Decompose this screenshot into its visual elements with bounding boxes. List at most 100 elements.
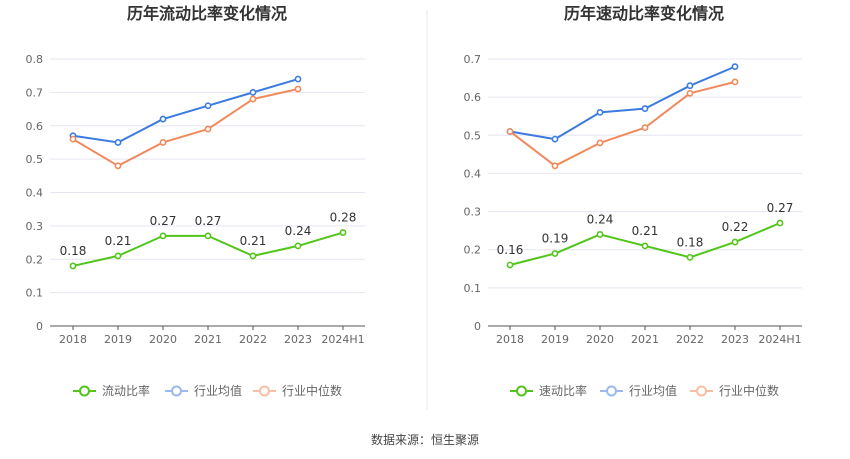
data-point-1: [551, 135, 559, 143]
y-tick-label: 0.5: [26, 153, 44, 166]
quick-ratio-panel: 历年速动比率变化情况 0 0.1 0.2 0.3 0.4 0.5 0.6 0.7 2018 2019…: [464, 4, 802, 398]
data-point-0: [506, 261, 514, 269]
x-tick-label: 2020: [586, 333, 614, 346]
source-note: 数据来源：恒生聚源: [371, 432, 479, 447]
legend-label: 行业均值: [629, 383, 677, 398]
x-tick-label: 2019: [104, 333, 132, 346]
data-label: 0.27: [195, 214, 222, 228]
data-label: 0.21: [632, 224, 659, 238]
data-point-1: [686, 82, 694, 90]
series-line-2: [509, 80, 736, 167]
x-tick-label: 2024H1: [321, 333, 364, 346]
data-point-0: [731, 238, 739, 246]
current-ratio-panel: 历年流动比率变化情况 0 0.1 0.2 0.3 0.4 0.5 0.6 0.7 0.8 2018 2…: [26, 4, 365, 398]
y-tick-label: 0.8: [26, 53, 44, 66]
data-label: 0.28: [330, 211, 357, 225]
data-point-2: [551, 162, 559, 170]
data-label: 0.21: [105, 234, 132, 248]
data-label: 0.21: [240, 234, 267, 248]
y-tick-label: 0: [36, 320, 43, 333]
x-tick-label: 2020: [149, 333, 177, 346]
y-tick-label: 0.1: [26, 287, 44, 300]
legend-swatch-marker: [259, 385, 270, 397]
data-point-0: [776, 219, 784, 227]
data-point-2: [596, 139, 604, 147]
y-tick-label: 0.4: [464, 167, 482, 180]
legend-swatch-marker: [171, 385, 182, 397]
data-label: 0.24: [285, 224, 312, 238]
data-point-2: [114, 162, 122, 170]
data-label: 0.16: [497, 243, 524, 257]
data-point-0: [159, 232, 167, 240]
y-tick-label: 0.7: [464, 53, 482, 66]
data-label: 0.27: [767, 201, 794, 215]
data-point-2: [204, 125, 212, 133]
data-label: 0.19: [542, 232, 569, 246]
x-tick-label: 2022: [676, 333, 704, 346]
legend-label: 行业均值: [194, 383, 242, 398]
y-tick-label: 0.1: [464, 282, 482, 295]
y-tick-label: 0.2: [26, 253, 44, 266]
x-tick-label: 2019: [541, 333, 569, 346]
series-line-1: [72, 78, 299, 144]
legend-label: 行业中位数: [282, 383, 342, 398]
legend-label: 行业中位数: [719, 383, 779, 398]
data-point-2: [69, 135, 77, 143]
data-point-1: [114, 139, 122, 146]
data-point-0: [551, 250, 559, 257]
y-tick-label: 0.3: [464, 206, 482, 219]
data-label: 0.18: [60, 244, 87, 258]
y-tick-label: 0.6: [464, 91, 482, 104]
data-point-1: [294, 75, 302, 83]
data-point-2: [506, 128, 514, 135]
data-point-2: [294, 85, 302, 93]
legend-label: 速动比率: [539, 383, 587, 398]
data-point-1: [731, 63, 739, 71]
data-label: 0.18: [677, 235, 704, 249]
data-point-0: [596, 231, 604, 238]
data-point-1: [249, 88, 257, 96]
data-label: 0.27: [150, 214, 177, 228]
x-tick-label: 2022: [239, 333, 267, 346]
data-point-0: [204, 232, 212, 240]
x-tick-label: 2018: [496, 333, 524, 346]
data-point-2: [641, 124, 649, 132]
data-point-2: [731, 78, 739, 86]
data-point-1: [159, 115, 167, 123]
x-tick-label: 2023: [284, 333, 312, 346]
chart-title: 历年流动比率变化情况: [127, 4, 287, 23]
data-point-1: [204, 102, 212, 110]
data-point-2: [249, 95, 257, 103]
x-tick-label: 2024H1: [758, 333, 801, 346]
y-tick-label: 0.4: [26, 187, 44, 200]
legend-swatch-marker: [696, 385, 707, 397]
y-tick-label: 0.7: [26, 86, 44, 99]
legend-swatch-marker: [79, 385, 90, 397]
y-tick-label: 0.3: [26, 220, 44, 233]
data-point-0: [249, 252, 257, 260]
y-tick-label: 0: [474, 320, 481, 333]
y-tick-label: 0.6: [26, 120, 44, 133]
data-point-0: [294, 242, 302, 250]
data-point-0: [114, 252, 122, 260]
x-tick-label: 2018: [59, 333, 87, 346]
legend-swatch-marker: [516, 385, 527, 397]
series-line-1: [509, 65, 736, 141]
chart-title: 历年速动比率变化情况: [564, 4, 724, 23]
data-point-2: [686, 89, 694, 97]
legend-swatch-marker: [606, 385, 617, 397]
data-label: 0.22: [722, 220, 749, 234]
y-tick-label: 0.5: [464, 129, 482, 142]
x-tick-label: 2021: [194, 333, 222, 346]
y-tick-label: 0.2: [464, 244, 482, 257]
data-point-0: [641, 242, 649, 250]
data-point-0: [686, 253, 694, 261]
x-tick-label: 2023: [721, 333, 749, 346]
data-point-1: [641, 105, 649, 112]
data-point-1: [596, 109, 604, 116]
legend-label: 流动比率: [102, 383, 150, 398]
data-point-0: [69, 262, 77, 270]
x-tick-label: 2021: [631, 333, 659, 346]
data-point-2: [159, 139, 167, 146]
